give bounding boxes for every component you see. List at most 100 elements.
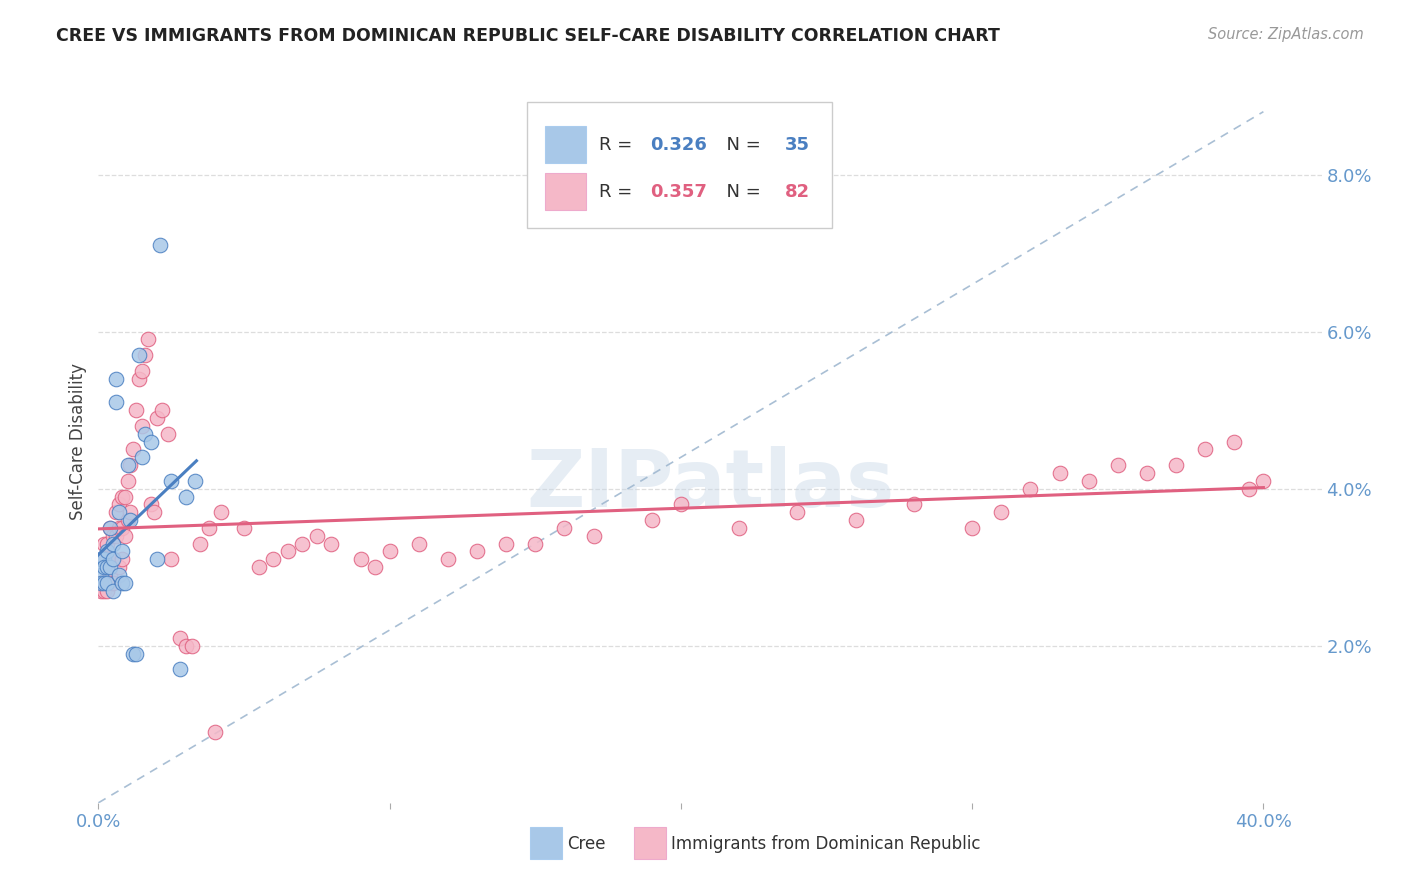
Point xyxy=(139,497,162,511)
Text: Cree: Cree xyxy=(567,835,606,853)
Point xyxy=(262,552,284,566)
Point xyxy=(1049,466,1071,480)
Point xyxy=(101,529,124,543)
Text: R =: R = xyxy=(599,136,638,153)
Point xyxy=(1223,434,1246,449)
Point xyxy=(903,497,925,511)
Point xyxy=(1019,482,1042,496)
Point xyxy=(111,552,134,566)
Point xyxy=(183,474,205,488)
Point xyxy=(117,513,139,527)
Point xyxy=(134,426,156,441)
Point xyxy=(122,647,145,661)
Point xyxy=(437,552,460,566)
Point xyxy=(1194,442,1216,457)
Point xyxy=(114,490,136,504)
Point xyxy=(277,544,299,558)
Point xyxy=(131,364,153,378)
Point xyxy=(233,521,256,535)
Text: 0.326: 0.326 xyxy=(650,136,707,153)
Point xyxy=(93,536,115,550)
Point xyxy=(157,426,180,441)
FancyBboxPatch shape xyxy=(530,828,562,859)
Point xyxy=(90,575,112,590)
Point xyxy=(93,560,115,574)
Point xyxy=(122,442,145,457)
Point xyxy=(305,529,328,543)
Text: N =: N = xyxy=(714,183,766,201)
Y-axis label: Self-Care Disability: Self-Care Disability xyxy=(69,363,87,520)
Point xyxy=(93,552,115,566)
Text: N =: N = xyxy=(714,136,766,153)
Point xyxy=(117,474,139,488)
Point xyxy=(641,513,664,527)
Point xyxy=(90,583,112,598)
Point xyxy=(108,560,131,574)
Point xyxy=(139,434,162,449)
Point xyxy=(93,552,115,566)
Point xyxy=(108,505,131,519)
Point xyxy=(198,521,221,535)
Point xyxy=(845,513,868,527)
Text: Source: ZipAtlas.com: Source: ZipAtlas.com xyxy=(1208,27,1364,42)
Point xyxy=(553,521,575,535)
Point xyxy=(786,505,808,519)
Point xyxy=(131,450,153,465)
Point xyxy=(128,348,150,362)
Point xyxy=(169,662,191,676)
Point xyxy=(104,372,127,386)
Point xyxy=(160,552,183,566)
Point xyxy=(98,560,121,574)
Point xyxy=(495,536,517,550)
Point xyxy=(960,521,983,535)
Point xyxy=(120,458,142,472)
Point xyxy=(1164,458,1187,472)
Point xyxy=(125,647,148,661)
Point xyxy=(990,505,1012,519)
Point xyxy=(108,568,131,582)
Text: Immigrants from Dominican Republic: Immigrants from Dominican Republic xyxy=(671,835,980,853)
Point xyxy=(204,725,226,739)
Point xyxy=(101,575,124,590)
Point xyxy=(169,631,191,645)
Point xyxy=(111,490,134,504)
Point xyxy=(247,560,270,574)
Point xyxy=(152,403,174,417)
Point xyxy=(93,575,115,590)
Text: 35: 35 xyxy=(785,136,810,153)
Point xyxy=(174,490,197,504)
Text: 82: 82 xyxy=(785,183,810,201)
Point xyxy=(104,395,127,409)
Point xyxy=(145,411,167,425)
Point xyxy=(104,505,127,519)
Point xyxy=(160,474,183,488)
Point xyxy=(188,536,212,550)
Point xyxy=(1107,458,1129,472)
Point xyxy=(465,544,488,558)
FancyBboxPatch shape xyxy=(546,126,586,163)
Text: CREE VS IMMIGRANTS FROM DOMINICAN REPUBLIC SELF-CARE DISABILITY CORRELATION CHAR: CREE VS IMMIGRANTS FROM DOMINICAN REPUBL… xyxy=(56,27,1000,45)
Point xyxy=(174,639,197,653)
Point xyxy=(291,536,314,550)
Point xyxy=(111,544,134,558)
Point xyxy=(104,529,127,543)
Point xyxy=(117,458,139,472)
Point xyxy=(180,639,202,653)
Point xyxy=(108,521,131,535)
Point xyxy=(120,505,142,519)
Point xyxy=(408,536,430,550)
FancyBboxPatch shape xyxy=(526,102,832,228)
Point xyxy=(524,536,547,550)
Point xyxy=(728,521,751,535)
Point xyxy=(96,560,118,574)
Point xyxy=(349,552,371,566)
Point xyxy=(96,552,118,566)
Point xyxy=(669,497,692,511)
Point xyxy=(98,568,121,582)
Point xyxy=(108,497,131,511)
Point xyxy=(131,418,153,433)
Point xyxy=(90,575,112,590)
Point xyxy=(93,583,115,598)
Point xyxy=(209,505,232,519)
Point xyxy=(101,552,124,566)
